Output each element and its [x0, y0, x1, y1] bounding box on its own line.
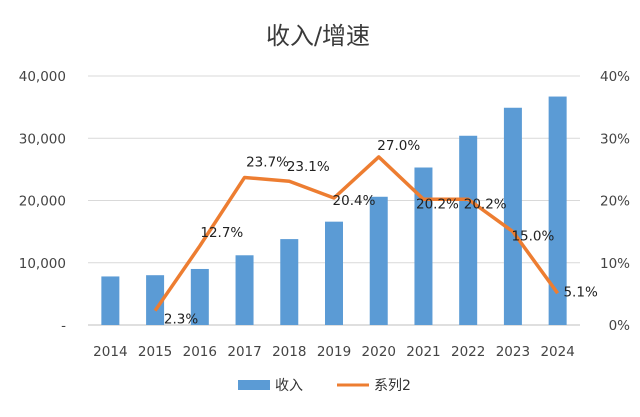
line-data-label: 23.7%	[246, 154, 289, 170]
legend-label-line: 系列2	[374, 378, 411, 394]
x-tick-label: 2015	[138, 344, 172, 360]
data-labels: 2.3% 12.7% 23.7%23.1% 20.4% 27.0% 20.2% 20.2% 1…	[164, 138, 598, 328]
line-data-label: 23.1%	[287, 159, 330, 175]
x-tick-label: 2016	[183, 344, 217, 360]
bar	[190, 268, 209, 325]
bar	[146, 275, 165, 325]
line-data-label: 2.3%	[164, 312, 198, 328]
x-tick-label: 2021	[406, 344, 440, 360]
bar	[369, 196, 388, 325]
legend-swatch-bar	[238, 380, 270, 390]
right-tick-label: 30%	[600, 131, 630, 147]
line-data-label: 27.0%	[377, 138, 420, 154]
bar	[459, 135, 478, 325]
left-tick-label: 10,000	[19, 256, 66, 272]
left-tick-label: -	[61, 318, 66, 334]
line-data-label: 15.0%	[511, 229, 554, 245]
line-data-label: 5.1%	[563, 284, 597, 300]
chart-title: 收入/增速	[266, 22, 370, 50]
legend-label-bar: 收入	[275, 378, 303, 394]
bar	[503, 107, 522, 325]
x-tick-label: 2017	[227, 344, 261, 360]
x-tick-label: 2023	[496, 344, 530, 360]
right-tick-label: 0%	[609, 318, 631, 334]
x-tick-label: 2019	[317, 344, 351, 360]
bar	[325, 221, 343, 325]
left-tick-label: 20,000	[19, 194, 66, 210]
line-data-label: 12.7%	[200, 225, 243, 241]
bar-series	[101, 96, 567, 325]
bar	[235, 255, 254, 325]
right-tick-label: 10%	[600, 256, 630, 272]
left-tick-label: 40,000	[19, 69, 66, 85]
bar	[414, 167, 433, 325]
x-tick-label: 2022	[451, 344, 485, 360]
grid	[88, 75, 580, 326]
legend: 收入 系列2	[238, 378, 411, 394]
line-data-label: 20.4%	[333, 193, 376, 209]
bar	[548, 96, 567, 325]
right-axis: 0% 10% 20% 30% 40%	[600, 69, 630, 334]
x-tick-label: 2024	[540, 344, 574, 360]
bar	[280, 239, 299, 325]
growth-line	[153, 155, 560, 312]
left-tick-label: 30,000	[19, 131, 66, 147]
left-axis: - 10,000 20,000 30,000 40,000	[19, 69, 66, 334]
x-tick-label: 2018	[272, 344, 306, 360]
right-tick-label: 20%	[600, 194, 630, 210]
x-tick-label: 2014	[93, 344, 127, 360]
x-tick-label: 2020	[362, 344, 396, 360]
right-tick-label: 40%	[600, 69, 630, 85]
bar	[101, 276, 120, 325]
line-series	[153, 155, 560, 312]
x-axis: 2014 2015 2016 2017 2018 2019 2020 2021 2022 2023…	[93, 344, 575, 360]
line-data-label: 20.2%	[416, 196, 459, 212]
line-data-label: 20.2%	[464, 196, 507, 212]
